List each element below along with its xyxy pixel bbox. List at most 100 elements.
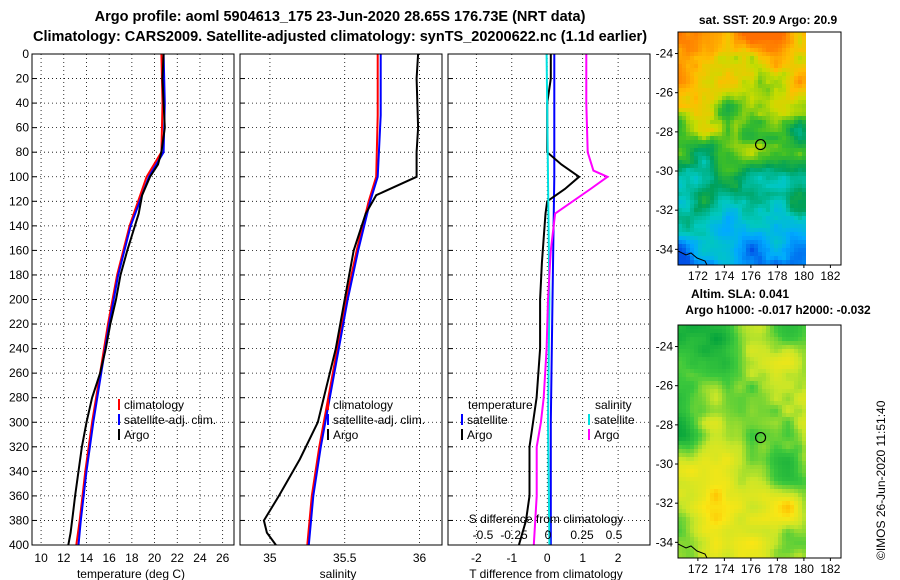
- map-cell: [686, 517, 690, 521]
- map-cell: [746, 208, 750, 212]
- map-cell: [794, 156, 798, 160]
- map-cell: [798, 509, 802, 513]
- map-cell: [678, 92, 682, 96]
- map-cell: [746, 401, 750, 405]
- map-cell: [682, 184, 686, 188]
- map-cell: [738, 136, 742, 140]
- map-cell: [790, 373, 794, 377]
- map-cell: [682, 349, 686, 353]
- map-cell: [726, 60, 730, 64]
- map-cell: [738, 337, 742, 341]
- map-cell: [802, 204, 806, 208]
- map-cell: [738, 56, 742, 60]
- map-cell: [702, 373, 706, 377]
- map-cell: [738, 377, 742, 381]
- map-cell: [706, 104, 710, 108]
- map-cell: [718, 244, 722, 248]
- map-cell: [782, 413, 786, 417]
- map-cell: [782, 481, 786, 485]
- map-cell: [746, 160, 750, 164]
- map-cell: [738, 365, 742, 369]
- map-cell: [682, 228, 686, 232]
- map-cell: [714, 168, 718, 172]
- map-cell: [714, 160, 718, 164]
- map-cell: [738, 345, 742, 349]
- map-cell: [702, 457, 706, 461]
- map-cell: [706, 244, 710, 248]
- s-diff-tick-label: -0.5: [473, 528, 494, 542]
- map-cell: [742, 329, 746, 333]
- map-cell: [718, 208, 722, 212]
- map-cell: [766, 256, 770, 260]
- map-cell: [774, 168, 778, 172]
- map-cell: [726, 196, 730, 200]
- map-cell: [750, 401, 754, 405]
- map-cell: [710, 437, 714, 441]
- map-cell: [750, 168, 754, 172]
- map-cell: [766, 48, 770, 52]
- map-cell: [690, 160, 694, 164]
- map-cell: [686, 385, 690, 389]
- map-cell: [762, 417, 766, 421]
- map-cell: [682, 417, 686, 421]
- map-cell: [778, 357, 782, 361]
- map-cell: [726, 188, 730, 192]
- map-cell: [706, 457, 710, 461]
- map-cell: [750, 365, 754, 369]
- map-cell: [742, 333, 746, 337]
- map-cell: [714, 437, 718, 441]
- map-cell: [762, 184, 766, 188]
- map-cell: [794, 120, 798, 124]
- map-cell: [718, 337, 722, 341]
- map-cell: [754, 68, 758, 72]
- map-cell: [694, 401, 698, 405]
- map-cell: [794, 96, 798, 100]
- map-cell: [742, 100, 746, 104]
- map-cell: [754, 88, 758, 92]
- map-cell: [706, 36, 710, 40]
- map-cell: [694, 148, 698, 152]
- map-cell: [802, 369, 806, 373]
- map-cell: [778, 353, 782, 357]
- map-cell: [710, 92, 714, 96]
- map-cell: [750, 100, 754, 104]
- map-cell: [782, 361, 786, 365]
- map-cell: [802, 425, 806, 429]
- map-cell: [686, 200, 690, 204]
- map-cell: [678, 104, 682, 108]
- map-cell: [690, 497, 694, 501]
- map-cell: [750, 429, 754, 433]
- map-cell: [786, 260, 790, 264]
- map-cell: [690, 433, 694, 437]
- map-cell: [762, 84, 766, 88]
- map-cell: [682, 52, 686, 56]
- map-cell: [762, 216, 766, 220]
- map-cell: [750, 188, 754, 192]
- map-cell: [778, 100, 782, 104]
- map-cell: [722, 361, 726, 365]
- map-cell: [770, 260, 774, 264]
- map-cell: [786, 224, 790, 228]
- map-cell: [742, 196, 746, 200]
- map-cell: [730, 513, 734, 517]
- map-cell: [798, 453, 802, 457]
- map-cell: [742, 204, 746, 208]
- map-cell: [726, 425, 730, 429]
- map-cell: [742, 76, 746, 80]
- map-cell: [770, 373, 774, 377]
- x-tick-label: 20: [148, 551, 162, 565]
- map-cell: [766, 252, 770, 256]
- map-cell: [790, 453, 794, 457]
- map-cell: [694, 124, 698, 128]
- map-cell: [746, 325, 750, 329]
- map-cell: [690, 32, 694, 36]
- map-cell: [714, 501, 718, 505]
- map-cell: [778, 80, 782, 84]
- map-cell: [682, 132, 686, 136]
- map-cell: [786, 537, 790, 541]
- map-cell: [710, 216, 714, 220]
- legend-label-argo: Argo: [333, 428, 359, 442]
- map-cell: [678, 240, 682, 244]
- map-cell: [778, 457, 782, 461]
- map-cell: [750, 421, 754, 425]
